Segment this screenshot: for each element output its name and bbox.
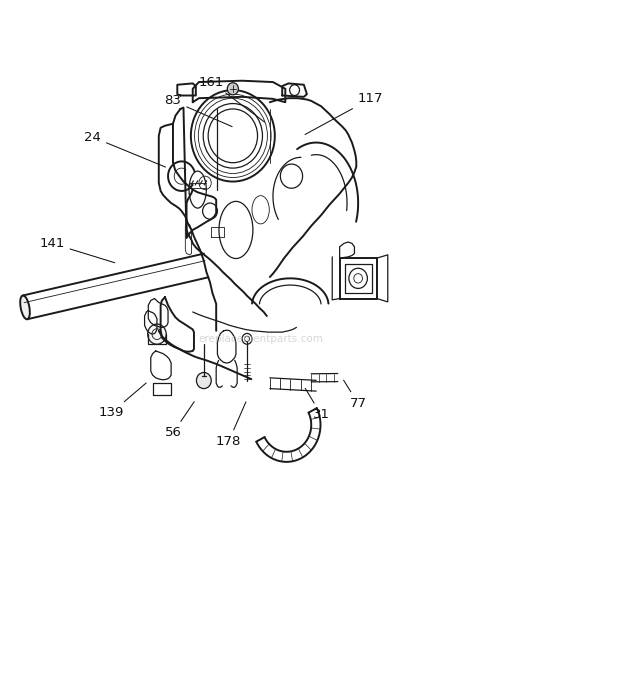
Circle shape: [228, 83, 239, 95]
Circle shape: [197, 373, 211, 389]
Text: ereplacementparts.com: ereplacementparts.com: [198, 334, 323, 344]
Text: 178: 178: [216, 402, 246, 448]
Text: 139: 139: [99, 383, 146, 419]
Ellipse shape: [20, 296, 30, 319]
Text: 24: 24: [84, 131, 166, 167]
Text: 77: 77: [343, 380, 366, 410]
Text: 161: 161: [198, 76, 265, 122]
Text: 141: 141: [39, 237, 115, 263]
Text: 56: 56: [164, 402, 194, 439]
Text: 31: 31: [305, 388, 330, 421]
Circle shape: [148, 324, 166, 344]
Text: 117: 117: [305, 92, 383, 134]
Text: 83: 83: [164, 95, 232, 127]
